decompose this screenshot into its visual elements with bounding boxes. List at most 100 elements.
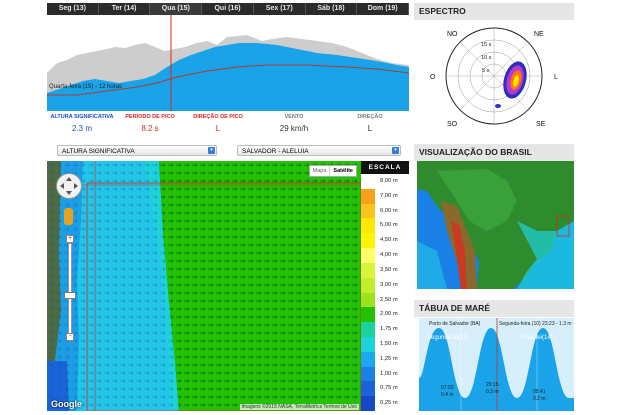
spectrum-ring-5s: 5 s [482, 68, 490, 74]
scale-level: 4,00 m [361, 248, 409, 263]
scale-level: 0,75 m [361, 381, 409, 397]
tide-current: Segunda-feira (10) 23:23 - 1.3 m [499, 321, 572, 327]
pan-control[interactable] [56, 173, 82, 199]
stat-4: DIREÇÃO L [335, 114, 405, 133]
scale-swatch [361, 381, 375, 397]
wave-height-chart[interactable]: Quarta-feira (15) - 12 horas [47, 15, 409, 111]
scale-level: 6,00 m [361, 203, 409, 219]
spectrum-dir-no: NO [447, 31, 458, 38]
tide-low2-value: 0.3 m [486, 389, 499, 395]
scale-label: 2,00 m [380, 311, 398, 318]
scale-level: 2,00 m [361, 307, 409, 323]
chart-annotation: Quarta-feira (15) - 12 horas [49, 84, 122, 90]
scale-level: 1,25 m [361, 351, 409, 367]
tide-low1-value: 0.4 m [441, 392, 454, 398]
stat-value: 2.3 m [71, 124, 92, 133]
scale-level: 1,50 m [361, 336, 409, 352]
scale-swatch [361, 218, 375, 234]
brasil-map[interactable] [417, 161, 574, 289]
scale-label: 4,00 m [380, 252, 398, 259]
stat-0: ALTURA SIGNIFICATIVA 2.3 m [47, 114, 117, 133]
variable-select[interactable]: ALTURA SIGNIFICATIVA ▾ [57, 145, 217, 156]
spectrum-polar-plot: 15 s 10 s 5 s NO NE L O SO SE [430, 27, 558, 128]
tide-header: TÁBUA DE MARÉ [414, 300, 574, 317]
wave-height-area [47, 43, 409, 111]
scale-label: 6,00 m [380, 207, 398, 214]
day-bar: Seg (13) Ter (14) Qua (15) Qui (16) Sex (17)… [47, 3, 410, 15]
scale-level: 1,00 m [361, 366, 409, 382]
chevron-down-icon: ▾ [208, 147, 215, 154]
variable-select-value: ALTURA SIGNIFICATIVA [62, 148, 135, 155]
pan-arrows-icon [60, 177, 78, 195]
scale-swatch [361, 233, 375, 249]
wave-period-line [47, 64, 409, 96]
day-tab[interactable]: Qua (15) [150, 3, 203, 15]
scale-level: 3,00 m [361, 277, 409, 293]
tide-low2-time: 20:15 [486, 382, 499, 388]
spectrum-ring-10s: 10 s [481, 55, 492, 61]
spectrum-ring-15s: 15 s [481, 42, 492, 48]
scale-label: 7,00 m [380, 192, 398, 199]
scale-swatch [361, 366, 375, 382]
scale-level: 8,00 m [361, 174, 409, 189]
location-select[interactable]: SALVADOR - ALELUIA ▾ [237, 145, 401, 156]
zoom-out-button[interactable]: − [66, 333, 74, 341]
stat-value: L [215, 124, 221, 133]
tide-low3-time: 08:41 [533, 389, 546, 395]
scale-swatch [361, 396, 375, 411]
tide-day-a: Segunda-fe(13) [427, 335, 469, 341]
day-tab[interactable]: Seg (13) [47, 3, 99, 15]
scale-label: 1,75 m [380, 326, 398, 333]
day-tab[interactable]: Ter (14) [99, 3, 151, 15]
street-view-pegman-icon[interactable] [64, 208, 73, 225]
scale-level: 3,50 m [361, 262, 409, 278]
scale-label: 1,00 m [380, 370, 398, 377]
tide-low3-value: 0.2 m [533, 396, 546, 402]
map-type-satellite-button[interactable]: Satélite [329, 166, 356, 176]
map-credits: Imagens ©2015 NASA, TerraMetrics Termos … [239, 404, 359, 410]
tide-port: Porto de Salvador (BA) [429, 321, 481, 327]
scale-label: 5,00 m [380, 222, 398, 229]
google-logo: Google [51, 399, 82, 409]
stat-value: 8.2 s [141, 124, 159, 133]
spectrum-header: ESPECTRO [414, 3, 574, 20]
scale-label: 2,50 m [380, 296, 398, 303]
day-tab[interactable]: Sáb (18) [306, 3, 358, 15]
scale-swatch [361, 262, 375, 278]
scale-level: 0,25 m [361, 396, 409, 411]
stat-label: DIREÇÃO DE PICO [193, 114, 243, 120]
scale-legend: ESCALA 8,00 m 7,00 m 6,00 m 5,00 m 4,50 m 4,0… [361, 161, 409, 411]
wave-map[interactable]: Mapa Satélite + − Google Imagens ©2015 N… [47, 161, 361, 411]
tide-chart[interactable]: Porto de Salvador (BA) Segunda-feira (10… [419, 318, 574, 411]
chevron-down-icon: ▾ [392, 147, 399, 154]
spectrum-dir-l: L [554, 74, 558, 81]
scale-label: 4,50 m [380, 237, 398, 244]
map-type-toggle[interactable]: Mapa Satélite [308, 165, 357, 177]
scale-level: 7,00 m [361, 188, 409, 204]
scale-title: ESCALA [361, 161, 409, 174]
tide-day-b: Terça-fei(14) [519, 335, 553, 341]
day-tab[interactable]: Dom (19) [357, 3, 410, 15]
scale-level: 1,75 m [361, 322, 409, 337]
scale-swatch [361, 277, 375, 293]
scale-label: 0,25 m [380, 400, 398, 407]
stat-1: PERÍODO DE PICO 8.2 s [115, 114, 185, 133]
scale-label: 3,00 m [380, 281, 398, 288]
stat-3: VENTO 29 km/h [259, 114, 329, 133]
stat-2: DIREÇÃO DE PICO L [183, 114, 253, 133]
scale-swatch [361, 292, 375, 308]
scale-label: 8,00 m [380, 178, 398, 184]
location-select-value: SALVADOR - ALELUIA [242, 148, 309, 155]
day-tab[interactable]: Sex (17) [254, 3, 306, 15]
scale-swatch [361, 203, 375, 219]
spectrum-dir-so: SO [447, 121, 458, 128]
spectrum-dir-o: O [430, 74, 436, 81]
map-type-map-button[interactable]: Mapa [312, 168, 327, 174]
scale-level: 4,50 m [361, 233, 409, 249]
stat-label: ALTURA SIGNIFICATIVA [50, 114, 114, 120]
zoom-slider-handle[interactable] [64, 292, 76, 299]
zoom-in-button[interactable]: + [66, 235, 74, 243]
day-tab[interactable]: Qui (16) [202, 3, 254, 15]
scale-label: 3,50 m [380, 266, 398, 273]
scale-swatch [361, 174, 375, 189]
